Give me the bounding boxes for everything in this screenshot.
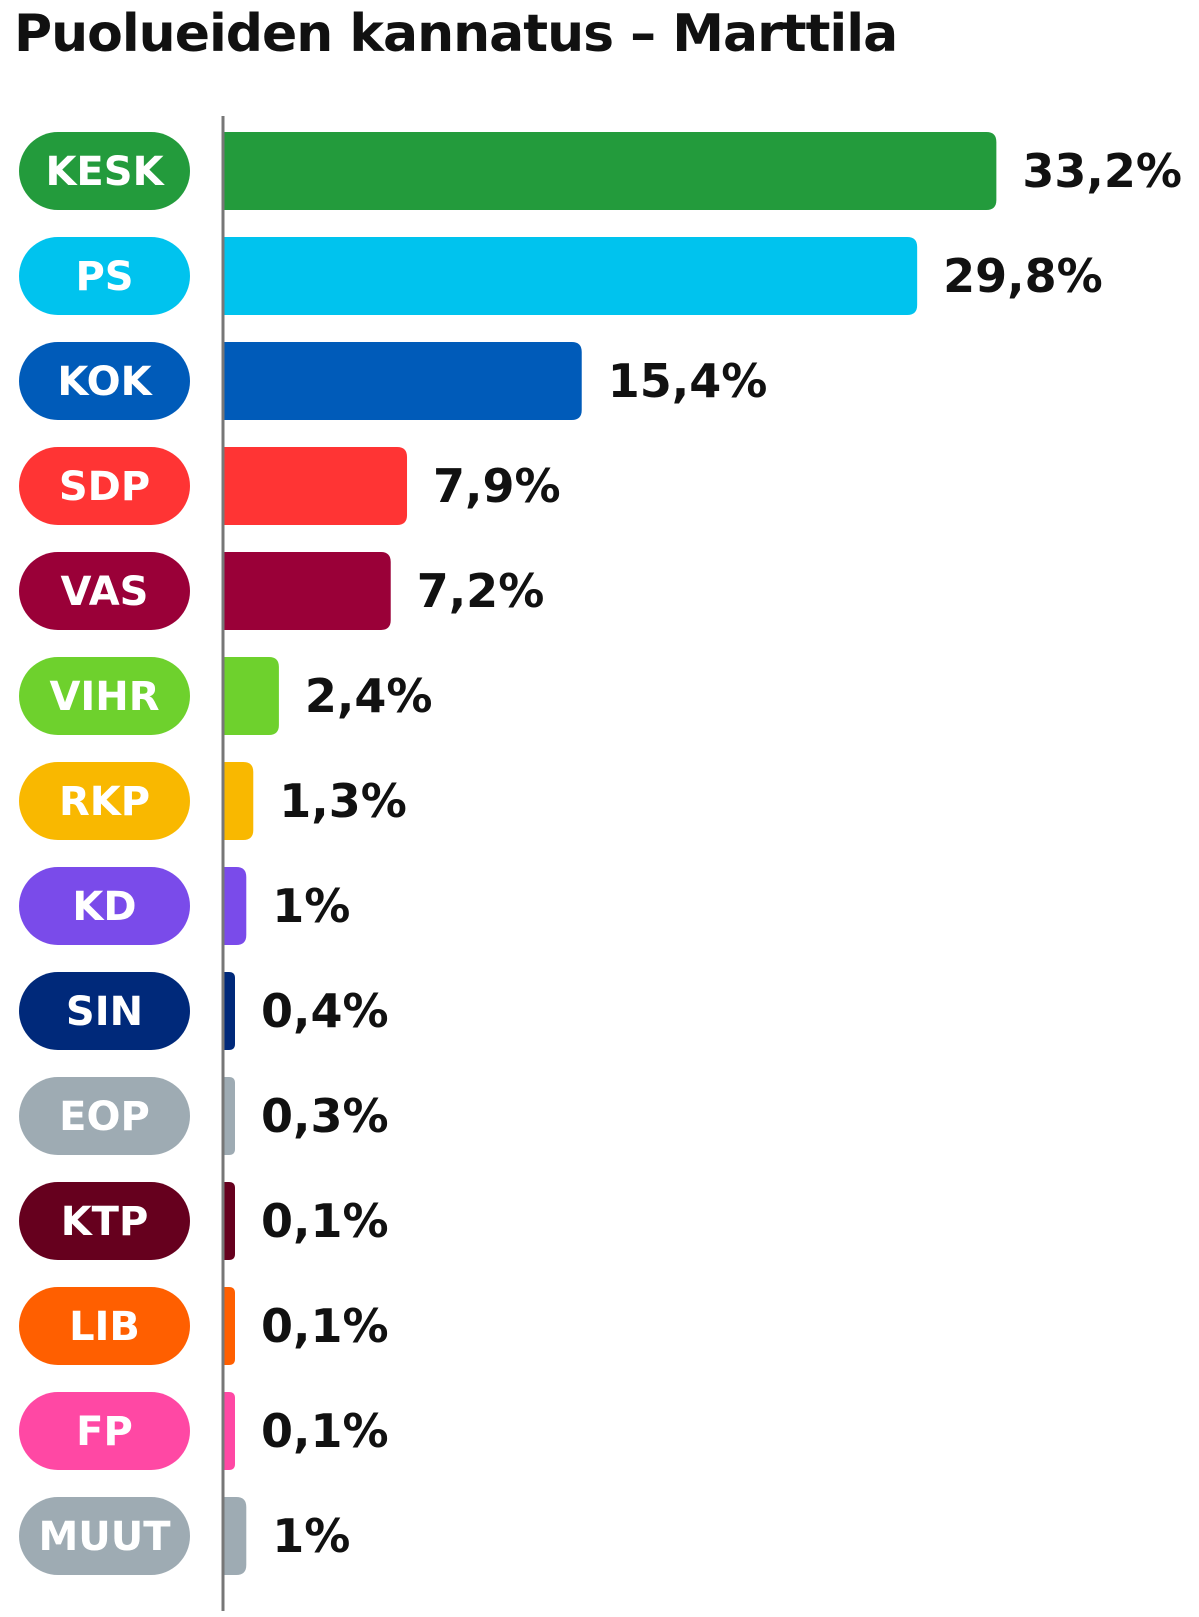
category-label-kesk: KESK [45, 149, 165, 195]
category-label-lib: LIB [69, 1304, 140, 1350]
value-label-kok: 15,4% [608, 354, 768, 408]
category-pill-vihr [19, 657, 190, 735]
category-pill-eop [19, 1077, 190, 1155]
category-label-ktp: KTP [61, 1199, 149, 1245]
value-label-kd: 1% [272, 879, 350, 933]
category-pill-vas [19, 552, 190, 630]
bar-eop [223, 1077, 235, 1155]
bar-lib [223, 1287, 235, 1365]
category-pill-rkp [19, 762, 190, 840]
bar-fp [223, 1392, 235, 1470]
category-label-rkp: RKP [59, 779, 150, 825]
value-label-ktp: 0,1% [261, 1194, 389, 1248]
value-label-sdp: 7,9% [433, 459, 561, 513]
bar-vihr [223, 657, 279, 735]
category-pill-sin [19, 972, 190, 1050]
bar-kok [223, 342, 582, 420]
bar-sdp [223, 447, 408, 525]
category-label-sdp: SDP [59, 464, 150, 510]
value-label-kesk: 33,2% [1022, 144, 1182, 198]
category-pill-ktp [19, 1182, 190, 1260]
value-label-rkp: 1,3% [279, 774, 407, 828]
value-label-eop: 0,3% [261, 1089, 389, 1143]
category-label-vihr: VIHR [49, 674, 159, 720]
value-label-muut: 1% [272, 1509, 350, 1563]
category-label-ps: PS [75, 254, 133, 300]
category-label-sin: SIN [66, 989, 143, 1035]
bar-muut [223, 1497, 247, 1575]
bar-kesk [223, 132, 997, 210]
category-pill-ps [19, 237, 190, 315]
category-label-kok: KOK [57, 359, 153, 405]
category-label-fp: FP [76, 1409, 133, 1455]
bar-sin [223, 972, 235, 1050]
bar-kd [223, 867, 247, 945]
category-pill-sdp [19, 447, 190, 525]
category-label-kd: KD [72, 884, 136, 930]
category-label-eop: EOP [59, 1094, 150, 1140]
category-pill-kok [19, 342, 190, 420]
value-label-vas: 7,2% [417, 564, 545, 618]
category-pill-kd [19, 867, 190, 945]
category-label-vas: VAS [60, 569, 148, 615]
value-label-sin: 0,4% [261, 984, 389, 1038]
value-label-lib: 0,1% [261, 1299, 389, 1353]
bar-ktp [223, 1182, 235, 1260]
category-label-muut: MUUT [38, 1514, 171, 1560]
value-label-ps: 29,8% [943, 249, 1103, 303]
category-pill-muut [19, 1497, 190, 1575]
category-pill-kesk [19, 132, 190, 210]
category-pill-fp [19, 1392, 190, 1470]
bar-vas [223, 552, 391, 630]
value-label-fp: 0,1% [261, 1404, 389, 1458]
bar-ps [223, 237, 918, 315]
chart-title: Puolueiden kannatus – Marttila [14, 4, 898, 64]
value-label-vihr: 2,4% [305, 669, 433, 723]
bar-rkp [223, 762, 254, 840]
category-pill-lib [19, 1287, 190, 1365]
bar-rows: KESK 33,2% PS 29,8% KOK 15,4% SDP 7,9% VAS 7,2% VI… [19, 132, 1182, 1575]
